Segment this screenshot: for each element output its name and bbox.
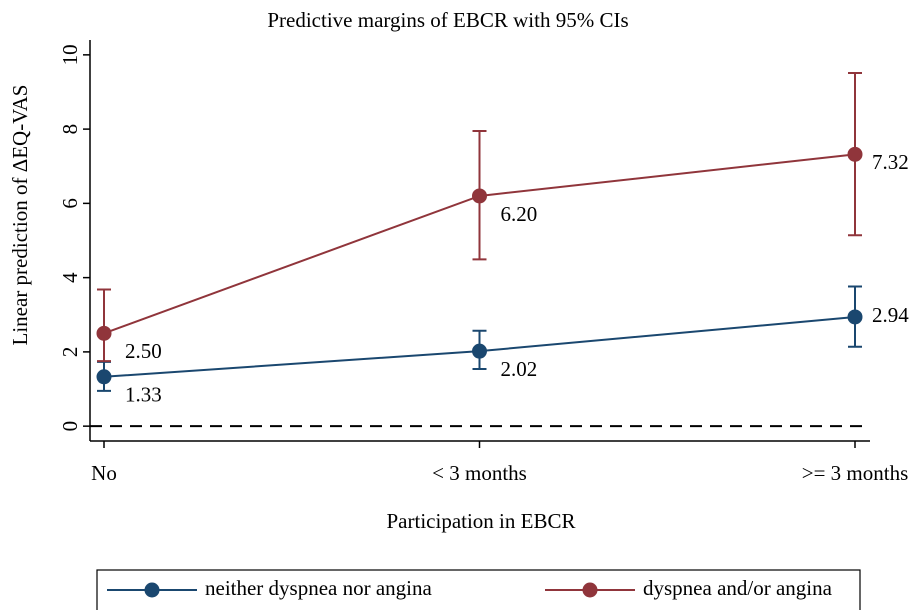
point <box>847 146 863 162</box>
point <box>847 309 863 325</box>
y-tick-label: 2 <box>58 347 82 358</box>
point <box>96 325 112 341</box>
y-tick-label: 0 <box>58 421 82 432</box>
point <box>472 188 487 204</box>
legend-label: neither dyspnea nor angina <box>205 576 433 600</box>
y-tick-label: 4 <box>58 272 82 283</box>
x-tick-label: >= 3 months <box>802 461 909 485</box>
data-label: 2.94 <box>872 303 909 327</box>
data-label: 7.32 <box>872 150 909 174</box>
chart-title: Predictive margins of EBCR with 95% CIs <box>267 8 628 32</box>
data-label: 1.33 <box>125 383 162 407</box>
x-tick-label: No <box>91 461 117 485</box>
data-label: 6.20 <box>501 202 538 226</box>
y-tick-label: 6 <box>58 198 82 209</box>
point <box>472 343 487 359</box>
x-axis-title: Participation in EBCR <box>387 509 576 533</box>
data-label: 2.50 <box>125 339 162 363</box>
legend-marker <box>582 582 598 598</box>
y-axis-title: Linear prediction of ΔEQ-VAS <box>8 85 32 346</box>
legend-marker <box>144 582 160 598</box>
x-tick-label: < 3 months <box>432 461 527 485</box>
y-tick-label: 8 <box>58 124 82 135</box>
error-bar <box>97 288 111 363</box>
point <box>96 369 112 385</box>
data-label: 2.02 <box>501 357 538 381</box>
legend-label: dyspnea and/or angina <box>643 576 833 600</box>
legend-box <box>96 569 861 610</box>
y-tick-label: 10 <box>58 44 82 65</box>
